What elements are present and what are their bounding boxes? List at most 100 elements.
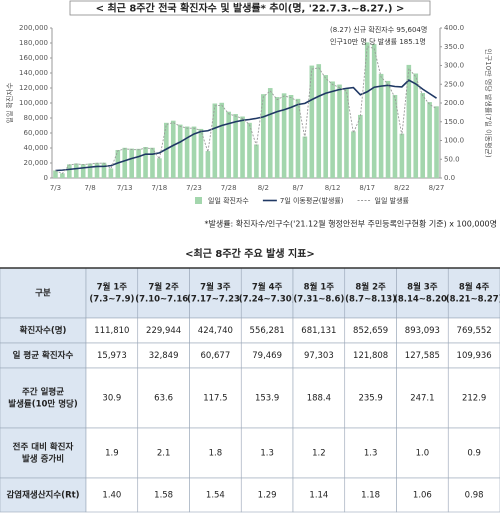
x-tick-label: 8/17 [359,184,375,192]
bar [330,81,335,178]
cell [189,317,242,344]
bar [413,73,419,178]
header-cell [344,267,397,319]
y-tick-label: 0 [44,174,48,182]
x-tick-label: 8/7 [292,184,303,192]
y2-tick-label: 200.0 [444,99,464,107]
bar [247,122,252,178]
y2-tick-label: 250.0 [444,80,464,88]
cell [137,367,190,429]
cell-text: 1.9 [105,449,119,459]
cell-text: 전주 대비 확진자 [13,442,74,453]
bar [184,126,190,178]
x-tick-label: 8/27 [429,184,445,192]
cell-text: 7월 3주 [200,282,231,293]
bar [309,65,315,178]
cell-text: 일 평균 확진자수 [13,350,74,361]
cell [292,317,346,344]
header-cell [189,267,242,319]
cell-text: 229,944 [146,326,181,336]
bar [115,149,121,178]
cell-text: 발생 증가비 [22,454,64,465]
cell-text: 121,808 [353,351,388,361]
y-tick-label: 140,000 [19,69,48,77]
y2-tick-label: 350.0 [444,43,464,51]
cell-text: 1.29 [258,491,277,501]
cell [447,317,500,344]
cell [85,367,139,429]
cell-text: 7월 2주 [148,282,179,293]
cell [240,367,294,429]
bar [150,147,155,178]
bar [316,64,322,178]
cell-text: 424,740 [198,326,233,336]
bar [427,102,432,178]
cell-text: 1.14 [309,491,328,501]
cell-text: 1.0 [416,449,430,459]
cell-text: (7.17~7.23) [187,295,244,305]
bar [364,42,370,178]
y2-tick-label: 300.0 [444,62,464,70]
bar [254,144,259,178]
bar [281,93,287,178]
cell-text: 30.9 [102,394,121,404]
cell-text: 1.8 [209,449,223,459]
cell [189,342,242,369]
bar [288,95,294,178]
bar [67,164,72,178]
cell [344,427,397,479]
bar [129,148,134,178]
cell [240,342,294,369]
bar [87,163,93,178]
cell [396,367,449,429]
y-tick-label: 160,000 [19,54,48,62]
cell-text: 111,810 [94,326,129,336]
x-tick-label: 7/18 [152,184,168,192]
cell [292,342,346,369]
header-cell [292,267,346,319]
footnote: *발생률: 확진자수/인구수('21.12월 행정안전부 주민등록인구현황 기준… [204,219,497,229]
annotation: 인구10만 명 당 발생률 185.1명 [330,37,426,46]
bar [108,168,114,178]
bar [60,173,65,178]
x-tick-label: 7/8 [84,184,95,192]
bar [399,133,405,178]
cell [189,477,242,513]
y-tick-label: 120,000 [19,84,48,92]
x-tick-label: 7/23 [186,184,202,192]
cell-text: 8월 2주 [355,282,386,293]
annotation: (8.27) 신규 확진자수 95,604명 [330,25,427,34]
cell-text: 893,093 [405,326,440,336]
bar [170,120,176,178]
cell-text: 153.9 [255,394,279,404]
cell-text: (7.3~7.9) [89,295,134,305]
cell-text: (7.31~8.6) [293,295,344,305]
y-tick-label: 180,000 [19,39,48,47]
bar [80,164,86,178]
cell-text: 1.3 [260,449,274,459]
y-tick-label: 100,000 [19,99,48,107]
row-header-cell [0,342,87,369]
cell-text: 109,936 [457,351,492,361]
bar [177,124,183,178]
cell-text: 212.9 [462,394,486,404]
bar [295,98,301,178]
bar [434,106,439,178]
legend-label: 7일 이동평균(발생률) [280,196,344,205]
bar [261,94,266,178]
cell-text: 1.40 [102,491,121,501]
cell [292,367,346,429]
cell-text: (7.24~7.30) [239,295,296,305]
bar [53,170,58,178]
cell-text: 32,849 [149,351,179,361]
y2-tick-label: 0.0 [444,174,455,182]
cell [240,477,294,513]
cell-text: 60,677 [201,351,231,361]
cell [137,477,190,513]
cell-text: 852,659 [353,326,388,336]
cell-text: 구분 [35,289,51,299]
y2-tick-label: 150.0 [444,118,464,126]
bar [302,136,308,178]
cell [447,477,500,513]
